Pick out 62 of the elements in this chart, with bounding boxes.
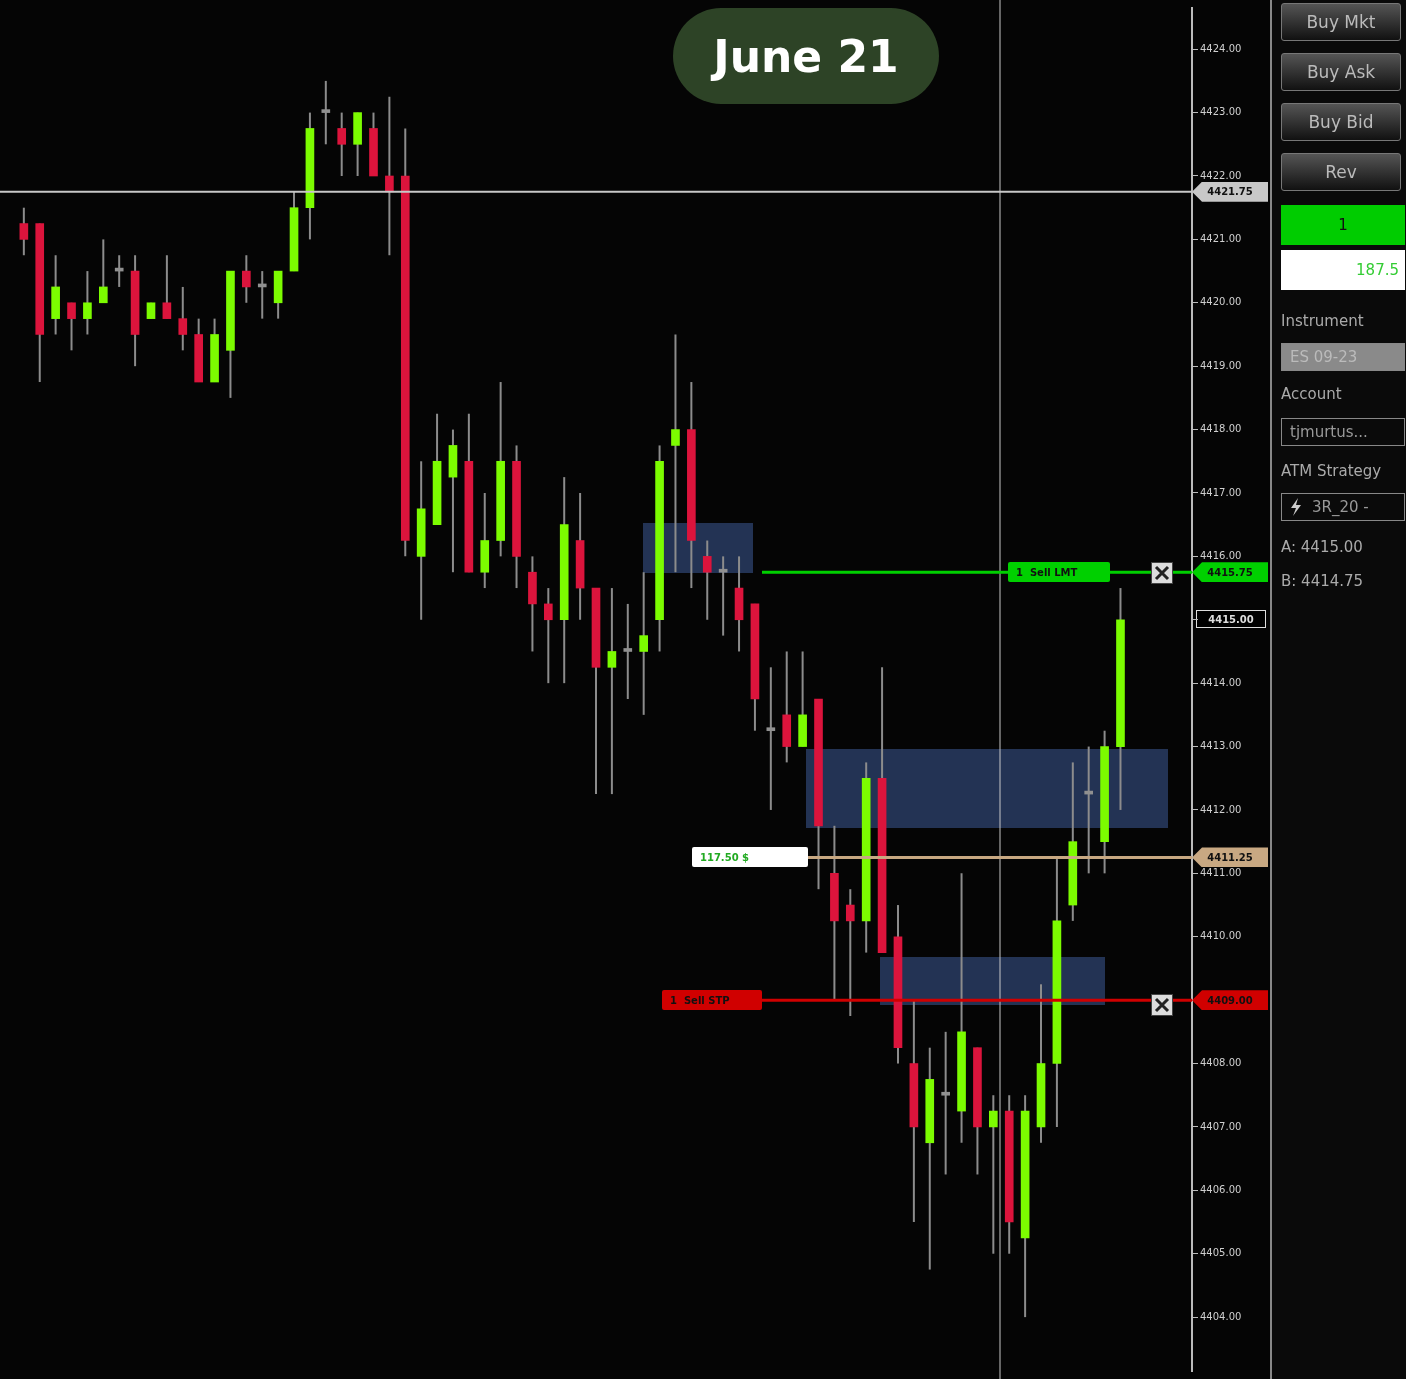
candlestick (162, 254, 172, 320)
candlestick (19, 206, 29, 257)
y-tick-label: 4423.00 (1200, 106, 1242, 118)
candlestick (67, 301, 76, 352)
candlestick (671, 333, 680, 574)
candlestick (718, 555, 728, 637)
y-tick-label: 4418.00 (1200, 423, 1242, 435)
text: 187.5 (1281, 250, 1405, 290)
y-tick-label: 4404.00 (1200, 1310, 1242, 1322)
text: ATM Strategy (1281, 462, 1382, 480)
candlestick (83, 270, 92, 336)
y-tick-label: 4422.00 (1200, 169, 1242, 181)
candlestick (702, 539, 712, 621)
y-tick-label: 4408.00 (1200, 1057, 1242, 1069)
candlestick (242, 254, 251, 304)
y-tick-label: 4407.00 (1200, 1120, 1242, 1132)
candlestick (321, 79, 331, 146)
candlestick (623, 602, 633, 701)
candlestick (385, 95, 394, 257)
text: June 21 (673, 8, 939, 104)
order-tag: 1 Sell LMT (1008, 562, 1110, 583)
candlestick (178, 285, 188, 352)
y-tick-label: 4416.00 (1200, 549, 1242, 561)
text: B: 4414.75 (1281, 572, 1364, 590)
y-tick-label: 4411.00 (1200, 866, 1242, 878)
candlestick (989, 1094, 998, 1255)
y-tick-label: 4414.00 (1200, 676, 1242, 688)
candlestick (337, 111, 347, 177)
y-tick-label: 4412.00 (1200, 803, 1242, 815)
y-tick-label: 4406.00 (1200, 1183, 1242, 1195)
y-tick-label: 4405.00 (1200, 1247, 1242, 1259)
text: Instrument (1281, 312, 1364, 330)
candlestick (941, 1030, 950, 1176)
text: A: 4415.00 (1281, 538, 1363, 556)
ref-line-label: 4415.75 (1192, 562, 1268, 583)
y-tick-label: 4419.00 (1200, 359, 1242, 371)
text: Buy Mkt (1281, 3, 1401, 41)
ref-line-label: 4409.00 (1192, 990, 1268, 1011)
text: tjmurtus... (1281, 418, 1405, 446)
text: Account (1281, 385, 1342, 403)
y-tick-label: 4421.00 (1200, 232, 1242, 244)
text: 3R_20 - (1281, 493, 1405, 521)
candlestick (98, 238, 108, 304)
text: Buy Ask (1281, 53, 1401, 91)
candlestick (639, 571, 649, 716)
ref-line-label: 4411.25 (1192, 847, 1268, 868)
y-tick-label: 4420.00 (1200, 296, 1242, 308)
y-tick-label: 4410.00 (1200, 930, 1242, 942)
candlestick (607, 587, 617, 796)
candlestick (766, 666, 776, 811)
order-tag: 1 Sell STP (662, 990, 762, 1011)
candlestick (543, 587, 553, 685)
ref-line-label: 4421.75 (1192, 181, 1268, 202)
candlestick (845, 888, 855, 1017)
y-tick-label: 4413.00 (1200, 740, 1242, 752)
order-tag: 117.50 $ (692, 847, 808, 868)
text: 1 (1281, 205, 1405, 245)
y-tick-label: 4417.00 (1200, 486, 1242, 498)
y-tick-label: 4424.00 (1200, 42, 1242, 54)
text: Buy Bid (1281, 103, 1401, 141)
text: 4415.00 (1196, 610, 1266, 628)
text: Rev (1281, 153, 1401, 191)
